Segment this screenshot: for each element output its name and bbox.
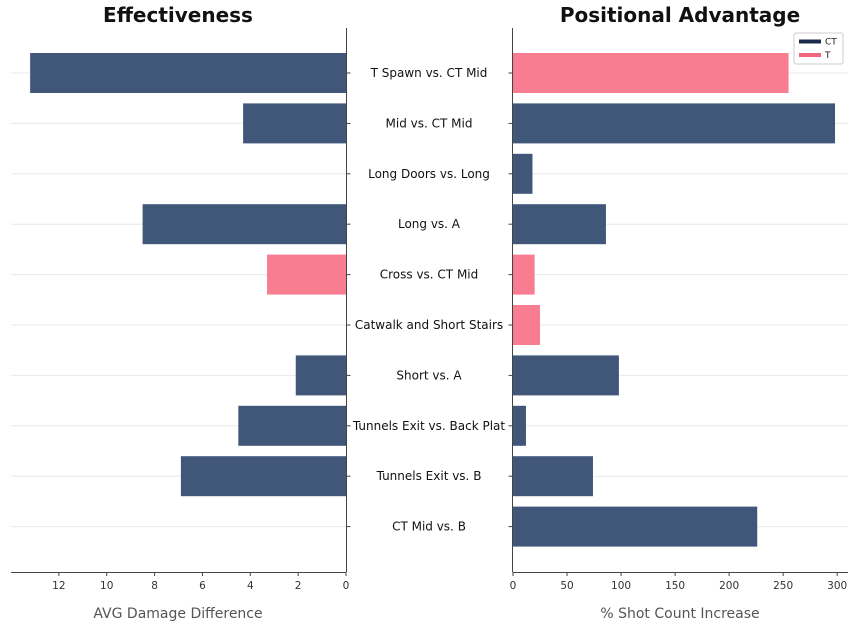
right-bar	[513, 305, 541, 345]
left-bar	[30, 53, 347, 93]
left-bar	[295, 355, 346, 396]
left-x-tick-label: 8	[151, 580, 158, 592]
right-x-tick-label: 300	[827, 580, 847, 592]
left-grid	[11, 72, 346, 528]
right-bar	[513, 506, 758, 547]
right-x-tick-label: 200	[719, 580, 739, 592]
right-bar	[513, 405, 526, 446]
left-x-tick-label: 2	[295, 580, 302, 592]
category-label: Tunnels Exit vs. Back Plat	[352, 419, 505, 433]
legend-label-t: T	[824, 51, 831, 61]
right-bar	[513, 204, 606, 245]
left-chart-title: Effectiveness	[103, 3, 253, 27]
left-x-tick-label: 0	[343, 580, 350, 592]
right-chart-title: Positional Advantage	[560, 3, 800, 27]
right-bar	[513, 53, 789, 93]
left-bar	[243, 103, 346, 144]
left-bar	[142, 204, 346, 245]
right-x-tick-label: 0	[510, 580, 517, 592]
left-x-axis-label: AVG Damage Difference	[93, 606, 262, 622]
category-label: CT Mid vs. B	[392, 520, 466, 534]
right-x-tick-label: 100	[611, 580, 631, 592]
left-x-tick-label: 4	[247, 580, 254, 592]
right-x-axis-label: % Shot Count Increase	[600, 606, 759, 622]
left-bars	[30, 53, 347, 497]
left-x-tick-label: 10	[100, 580, 113, 592]
right-x-tick-label: 150	[665, 580, 685, 592]
category-labels: T Spawn vs. CT Mid Mid vs. CT Mid Long Doo…	[352, 66, 505, 534]
right-bar	[513, 456, 593, 497]
right-x-tick-label: 250	[773, 580, 793, 592]
category-label: Tunnels Exit vs. B	[376, 469, 482, 483]
left-bar	[238, 405, 346, 446]
category-label: Cross vs. CT Mid	[380, 268, 479, 282]
category-label: Long vs. A	[398, 217, 461, 231]
left-x-ticks: 12 10 8 6 4 2 0	[52, 572, 349, 592]
legend: CT T	[793, 32, 844, 65]
right-bar	[513, 254, 535, 295]
right-bar	[513, 153, 533, 194]
right-x-tick-label: 50	[560, 580, 573, 592]
left-x-tick-label: 6	[199, 580, 206, 592]
category-label: Short vs. A	[396, 368, 462, 382]
left-bar	[180, 456, 346, 497]
category-label: T Spawn vs. CT Mid	[370, 66, 488, 80]
left-x-tick-label: 12	[52, 580, 65, 592]
right-bar	[513, 355, 619, 396]
legend-label-ct: CT	[825, 38, 837, 48]
right-bar	[513, 103, 836, 144]
right-bars	[513, 53, 836, 547]
category-label: Catwalk and Short Stairs	[355, 318, 503, 332]
category-label: Mid vs. CT Mid	[386, 116, 473, 130]
left-bar	[267, 254, 346, 295]
axes	[11, 28, 848, 573]
category-label: Long Doors vs. Long	[368, 167, 490, 181]
right-x-ticks: 0 50 100 150 200 250 300	[510, 572, 847, 592]
